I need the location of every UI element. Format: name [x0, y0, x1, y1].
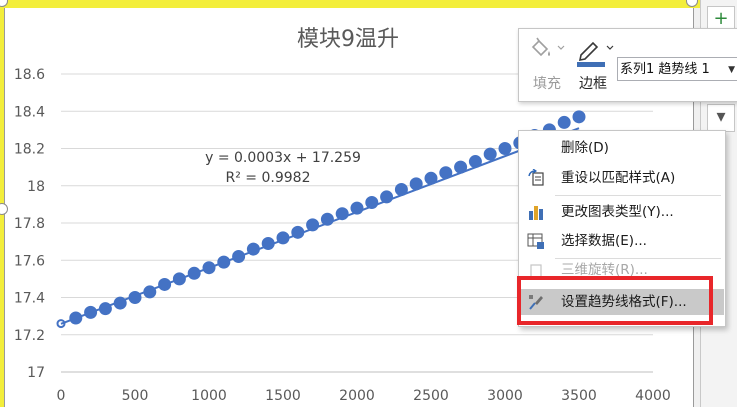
menu-separator	[555, 258, 721, 259]
y-tick-label: 17.4	[14, 291, 45, 307]
border-pen-icon	[577, 41, 614, 67]
trendline-equation[interactable]: y = 0.0003x + 17.259	[205, 150, 361, 166]
trendline-r-squared[interactable]: R² = 0.9982	[226, 170, 311, 186]
resize-handle-middle-left[interactable]	[0, 203, 8, 215]
x-axis-tick-labels[interactable]: 0 500 1000 1500 2000 2500 3000 3500 4000	[57, 388, 671, 404]
paint-bucket-icon	[531, 37, 565, 57]
menu-item-format-trendline[interactable]: 设置趋势线格式(F)...	[520, 289, 724, 315]
plus-icon: +	[713, 8, 729, 29]
format-trendline-icon	[529, 295, 543, 310]
x-tick-label: 3500	[561, 388, 597, 404]
x-tick-label: 0	[57, 388, 66, 404]
data-point[interactable]	[498, 142, 512, 155]
y-tick-label: 17.8	[14, 216, 45, 232]
border-label: 边框	[579, 76, 607, 92]
menu-item-select-data[interactable]: 选择数据(E)...	[520, 228, 724, 254]
x-tick-label: 3000	[487, 388, 523, 404]
x-tick-label: 2000	[339, 388, 375, 404]
menu-item-change-chart-type[interactable]: 更改图表类型(Y)...	[520, 199, 724, 225]
y-tick-label: 17.6	[14, 253, 45, 269]
trendline[interactable]	[60, 127, 580, 325]
highlight-annotation-box	[517, 276, 713, 325]
x-tick-label: 2500	[413, 388, 449, 404]
menu-item-delete[interactable]: 删除(D)	[561, 140, 609, 156]
y-tick-label: 17	[27, 365, 45, 381]
x-tick-label: 4000	[635, 388, 671, 404]
fill-button[interactable]: 填充	[525, 35, 569, 95]
chart-title[interactable]: 模块9温升	[297, 27, 399, 52]
y-axis-tick-labels[interactable]: 17 17.2 17.4 17.6 17.8 18 18.2 18.4 18.6	[14, 67, 45, 381]
menu-separator	[555, 195, 721, 196]
fill-label: 填充	[533, 76, 561, 92]
y-tick-label: 17.2	[14, 328, 45, 344]
select-data-icon	[527, 233, 544, 249]
chevron-down-icon: ▼	[728, 65, 735, 75]
context-menu: 删除(D) 重设以匹配样式(A) 更改图表类型(Y)...	[518, 130, 726, 327]
y-tick-label: 18.6	[14, 67, 45, 83]
chart-type-icon	[529, 206, 543, 220]
menu-item-reset-style[interactable]: 重设以匹配样式(A)	[520, 165, 724, 191]
x-tick-label: 1500	[265, 388, 301, 404]
y-tick-label: 18	[27, 179, 45, 195]
filter-icon: ▾	[716, 106, 726, 127]
data-point[interactable]	[572, 110, 586, 124]
chart-element-selector[interactable]: 系列1 趋势线 1 ▼	[617, 57, 737, 81]
chart-filter-button[interactable]: ▾	[707, 104, 735, 132]
selected-series-text: 系列1 趋势线 1	[620, 62, 710, 77]
x-tick-label: 1000	[191, 388, 227, 404]
y-tick-label: 18.4	[14, 104, 45, 120]
mini-format-toolbar: 填充 边框 系列1 趋势线 1 ▼	[518, 28, 737, 102]
sheet-selection-border-top	[0, 0, 737, 8]
data-point[interactable]	[557, 115, 571, 129]
border-button[interactable]: 边框	[571, 35, 615, 95]
data-point[interactable]	[483, 147, 497, 161]
y-tick-label: 18.2	[14, 142, 45, 158]
reset-style-icon	[528, 169, 544, 186]
x-tick-label: 500	[122, 388, 149, 404]
